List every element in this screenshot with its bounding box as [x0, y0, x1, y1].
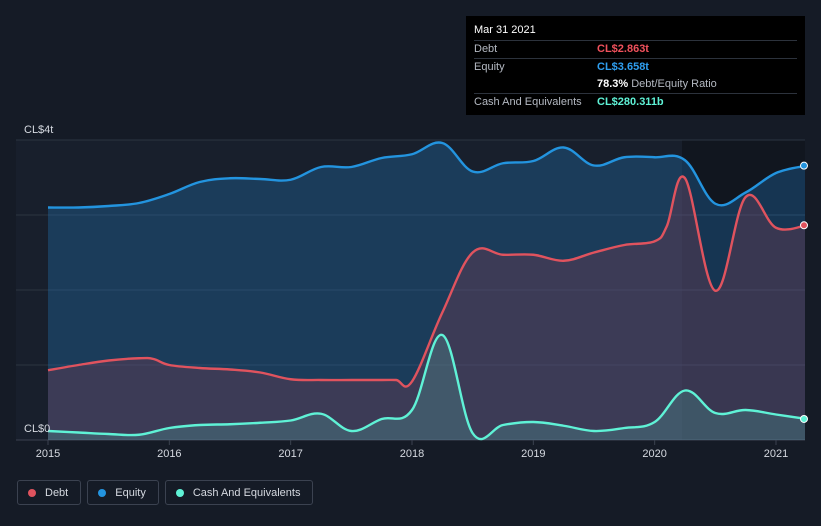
x-tick-label-2015: 2015: [36, 448, 60, 460]
legend-debt-dot: [28, 488, 36, 497]
equity-end-marker: [800, 161, 808, 170]
x-tick-label-2019: 2019: [521, 448, 545, 460]
tooltip-cash-value: CL$280.311b: [597, 96, 664, 108]
legend-cash-label: Cash And Equivalents: [192, 486, 301, 499]
legend-equity-label: Equity: [115, 486, 146, 499]
cash-end-marker: [800, 414, 808, 423]
equity-line: [47, 141, 807, 209]
equity-area: [48, 142, 807, 440]
legend-cash-dot: [175, 488, 184, 497]
x-tick-label-2018: 2018: [400, 448, 424, 460]
tooltip-ratio-row: 78.3% Debt/Equity Ratio: [474, 76, 797, 93]
tooltip-cash-label: Cash And Equivalents: [474, 96, 582, 108]
series-lines: [47, 141, 807, 441]
tooltip-debt-row: Debt CL$2.863t: [474, 40, 797, 58]
legend: Debt Equity Cash And Equivalents: [17, 480, 314, 507]
x-tick-label-2021: 2021: [764, 448, 788, 460]
legend-debt-label: Debt: [45, 486, 69, 499]
x-axis-ticks: 2015 2016 2017 2018 2019 2020 2021: [36, 440, 788, 460]
tooltip-ratio-value: 78.3%: [597, 78, 629, 90]
y-axis-top-label: CL$4t: [24, 124, 53, 136]
grid-lines: [16, 139, 805, 441]
debt-end-marker: [800, 221, 808, 230]
tooltip-cash-row: Cash And Equivalents CL$280.311b: [474, 93, 797, 111]
tooltip-equity-value: CL$3.658t: [597, 61, 649, 73]
x-tick-label-2016: 2016: [157, 448, 181, 460]
tooltip-equity-row: Equity CL$3.658t: [474, 58, 797, 76]
tooltip-debt-label: Debt: [474, 43, 498, 55]
debt-area: [48, 176, 807, 440]
legend-item-cash[interactable]: Cash And Equivalents: [164, 480, 314, 505]
tooltip: Mar 31 2021 Debt CL$2.863t Equity CL$3.6…: [466, 16, 805, 115]
tooltip-debt-value: CL$2.863t: [597, 43, 649, 55]
x-tick-label-2020: 2020: [642, 448, 666, 460]
cash-line: [47, 333, 807, 441]
legend-item-debt[interactable]: Debt: [17, 480, 82, 505]
tooltip-date: Mar 31 2021: [474, 24, 536, 36]
tooltip-equity-label: Equity: [474, 61, 505, 73]
legend-equity-dot: [98, 488, 107, 497]
series-end-markers: [800, 161, 808, 423]
legend-item-equity[interactable]: Equity: [87, 480, 159, 505]
debt-line: [47, 175, 807, 388]
series-areas: [48, 142, 807, 440]
tooltip-ratio-text: Debt/Equity Ratio: [631, 78, 717, 90]
x-tick-label-2017: 2017: [278, 448, 302, 460]
cash-area: [48, 334, 807, 440]
y-axis-bottom-label: CL$0: [24, 423, 50, 435]
